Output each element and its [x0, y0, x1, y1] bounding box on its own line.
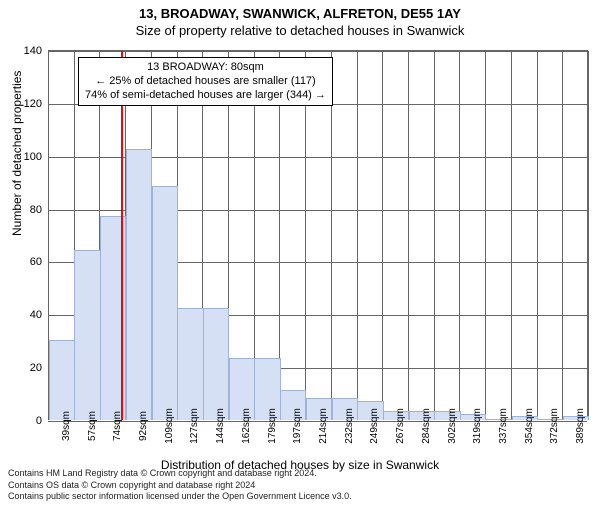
property-size-marker — [121, 51, 123, 420]
xtick-label: 389sqm — [575, 408, 586, 444]
xtick-label: 144sqm — [215, 408, 226, 444]
xtick-label: 57sqm — [87, 411, 98, 441]
annotation-box: 13 BROADWAY: 80sqm ← 25% of detached hou… — [78, 57, 333, 106]
histogram-bar — [126, 149, 152, 420]
xtick-label: 92sqm — [138, 411, 149, 441]
xtick-label: 284sqm — [421, 408, 432, 444]
gridline-v — [588, 51, 589, 420]
gridline-v — [459, 51, 460, 420]
gridline-v — [331, 51, 332, 420]
xtick-label: 39sqm — [61, 411, 72, 441]
annotation-line2: ← 25% of detached houses are smaller (11… — [85, 75, 326, 89]
histogram-bar — [74, 250, 100, 420]
footer-attribution: Contains HM Land Registry data © Crown c… — [8, 468, 352, 502]
xtick-label: 319sqm — [472, 408, 483, 444]
gridline-v — [305, 51, 306, 420]
ytick-label: 20 — [30, 362, 42, 374]
chart-plot-area: 02040608010012014039sqm57sqm74sqm92sqm10… — [48, 50, 588, 420]
footer-line3: Contains public sector information licen… — [8, 491, 352, 502]
gridline-v — [562, 51, 563, 420]
ytick-label: 80 — [30, 204, 42, 216]
xtick-label: 197sqm — [292, 408, 303, 444]
xtick-label: 179sqm — [267, 408, 278, 444]
xtick-label: 354sqm — [524, 408, 535, 444]
xtick-label: 232sqm — [344, 408, 355, 444]
gridline-v — [357, 51, 358, 420]
ytick-label: 100 — [24, 151, 42, 163]
gridline-v — [434, 51, 435, 420]
histogram-bar — [152, 186, 178, 420]
gridline-v — [537, 51, 538, 420]
ytick-label: 140 — [24, 45, 42, 57]
ytick-label: 60 — [30, 256, 42, 268]
gridline-v — [408, 51, 409, 420]
chart-subtitle: Size of property relative to detached ho… — [0, 23, 600, 38]
gridline-h — [48, 51, 587, 52]
histogram-bar — [49, 340, 75, 420]
ytick-label: 40 — [30, 309, 42, 321]
y-axis-label: Number of detached properties — [10, 71, 24, 236]
ytick-label: 120 — [24, 98, 42, 110]
gridline-v — [511, 51, 512, 420]
gridline-v — [485, 51, 486, 420]
footer-line1: Contains HM Land Registry data © Crown c… — [8, 468, 352, 479]
chart-title-address: 13, BROADWAY, SWANWICK, ALFRETON, DE55 1… — [0, 6, 600, 21]
histogram-bar — [177, 308, 203, 420]
xtick-label: 249sqm — [369, 408, 380, 444]
xtick-label: 127sqm — [189, 408, 200, 444]
xtick-label: 109sqm — [164, 408, 175, 444]
xtick-label: 337sqm — [498, 408, 509, 444]
xtick-label: 372sqm — [549, 408, 560, 444]
xtick-label: 162sqm — [241, 408, 252, 444]
ytick-label: 0 — [36, 415, 42, 427]
gridline-v — [382, 51, 383, 420]
annotation-line1: 13 BROADWAY: 80sqm — [85, 61, 326, 75]
xtick-label: 214sqm — [318, 408, 329, 444]
histogram-bar — [203, 308, 229, 420]
xtick-label: 267sqm — [395, 408, 406, 444]
footer-line2: Contains OS data © Crown copyright and d… — [8, 480, 352, 491]
annotation-line3: 74% of semi-detached houses are larger (… — [85, 89, 326, 103]
xtick-label: 302sqm — [447, 408, 458, 444]
